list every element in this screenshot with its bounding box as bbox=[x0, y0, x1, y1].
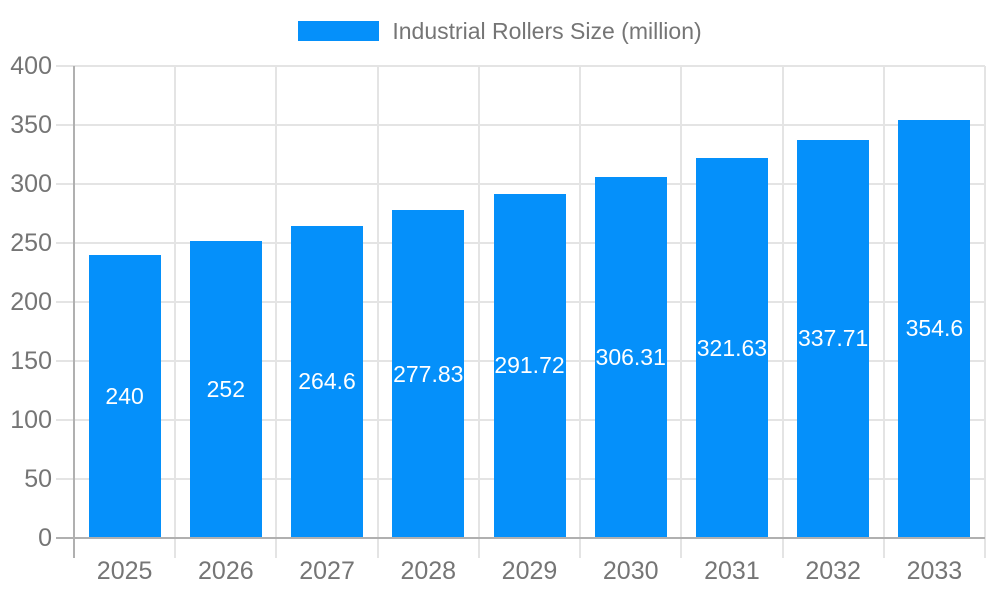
x-gridline bbox=[376, 66, 379, 558]
y-gridline bbox=[56, 124, 985, 126]
x-gridline bbox=[984, 66, 986, 558]
y-axis-tick-label: 50 bbox=[24, 465, 52, 493]
x-axis-tick-label: 2033 bbox=[906, 557, 963, 585]
bar-value-label: 306.31 bbox=[595, 343, 666, 370]
x-axis-tick-label: 2031 bbox=[704, 557, 760, 585]
y-axis-tick-label: 100 bbox=[10, 406, 52, 434]
bar-value-label: 291.72 bbox=[494, 352, 565, 379]
bar-value-label: 277.83 bbox=[393, 360, 464, 387]
y-axis-tick-label: 400 bbox=[10, 52, 52, 80]
legend-label: Industrial Rollers Size (million) bbox=[392, 18, 702, 44]
y-axis-line bbox=[73, 66, 75, 558]
bar-value-label: 252 bbox=[206, 375, 246, 402]
x-gridline bbox=[680, 66, 683, 558]
y-axis-tick-label: 0 bbox=[38, 524, 52, 552]
bar bbox=[88, 254, 161, 537]
x-gridline bbox=[174, 66, 177, 558]
bar bbox=[797, 139, 870, 537]
legend: Industrial Rollers Size (million) bbox=[0, 16, 1000, 46]
x-axis-tick-label: 2032 bbox=[805, 557, 861, 585]
y-axis-tick-label: 250 bbox=[10, 229, 52, 257]
y-axis-tick-label: 300 bbox=[10, 170, 52, 198]
x-gridline bbox=[477, 66, 480, 558]
x-gridline bbox=[781, 66, 784, 558]
legend-item[interactable]: Industrial Rollers Size (million) bbox=[298, 16, 702, 46]
x-gridline bbox=[275, 66, 278, 558]
y-axis-tick-label: 350 bbox=[10, 111, 52, 139]
x-axis-tick-label: 2025 bbox=[96, 557, 153, 585]
x-axis-tick-label: 2027 bbox=[299, 557, 355, 585]
bar-value-label: 240 bbox=[105, 382, 144, 409]
bar-value-label: 337.71 bbox=[797, 325, 869, 352]
x-axis-line bbox=[56, 537, 985, 539]
bar bbox=[695, 158, 768, 537]
bar bbox=[594, 176, 667, 537]
x-axis-tick-label: 2026 bbox=[198, 557, 254, 585]
y-axis-tick-label: 200 bbox=[10, 288, 52, 316]
bar bbox=[898, 119, 971, 537]
bar-value-label: 354.6 bbox=[905, 315, 964, 342]
bar bbox=[493, 193, 566, 537]
x-gridline bbox=[579, 66, 582, 558]
legend-swatch bbox=[298, 21, 380, 41]
y-gridline bbox=[56, 183, 985, 185]
bar bbox=[392, 210, 465, 537]
y-gridline bbox=[56, 65, 985, 67]
y-axis-tick-label: 150 bbox=[10, 347, 52, 375]
bar-value-label: 321.63 bbox=[696, 334, 768, 361]
x-axis-tick-label: 2030 bbox=[602, 557, 659, 585]
x-axis-tick-label: 2029 bbox=[501, 557, 558, 585]
x-gridline bbox=[882, 66, 885, 558]
x-axis-tick-label: 2028 bbox=[400, 557, 457, 585]
bar bbox=[189, 240, 262, 537]
bar bbox=[291, 225, 364, 537]
bar-value-label: 264.6 bbox=[298, 368, 356, 395]
